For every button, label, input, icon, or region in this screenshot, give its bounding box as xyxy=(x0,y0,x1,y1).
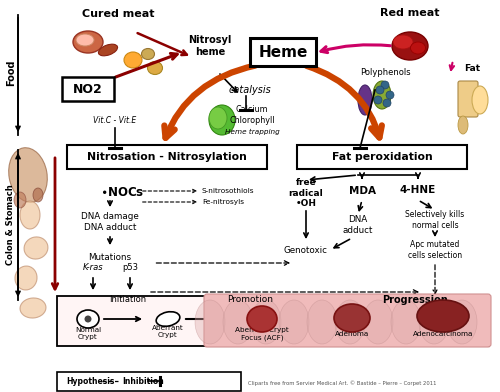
Text: DNA damage
DNA adduct: DNA damage DNA adduct xyxy=(81,212,139,232)
Text: Polyphenols: Polyphenols xyxy=(360,67,410,76)
Ellipse shape xyxy=(142,49,154,60)
Circle shape xyxy=(386,91,394,99)
Text: Cliparts free from Servier Medical Art. © Bastide – Pierre – Corpet 2011: Cliparts free from Servier Medical Art. … xyxy=(248,380,436,386)
Ellipse shape xyxy=(209,107,227,129)
Ellipse shape xyxy=(77,310,99,328)
Ellipse shape xyxy=(209,105,235,135)
Ellipse shape xyxy=(447,300,477,344)
Ellipse shape xyxy=(14,192,26,208)
Text: Fat peroxidation: Fat peroxidation xyxy=(332,152,432,162)
Text: 4-HNE: 4-HNE xyxy=(400,185,436,195)
Circle shape xyxy=(381,81,389,89)
FancyBboxPatch shape xyxy=(204,294,491,347)
Ellipse shape xyxy=(73,31,103,53)
Text: MDA: MDA xyxy=(348,186,376,196)
Text: Fat: Fat xyxy=(464,64,480,73)
Text: Food: Food xyxy=(6,60,16,86)
Text: Colon & Stomach: Colon & Stomach xyxy=(6,185,16,265)
Text: catalysis: catalysis xyxy=(228,85,272,95)
FancyBboxPatch shape xyxy=(57,296,489,346)
Circle shape xyxy=(84,316,91,323)
Text: DNA
adduct: DNA adduct xyxy=(343,215,373,235)
Text: Heme trapping: Heme trapping xyxy=(224,129,280,135)
Ellipse shape xyxy=(417,300,469,332)
Ellipse shape xyxy=(33,188,43,202)
Ellipse shape xyxy=(247,306,277,332)
Text: $\bullet$NOCs: $\bullet$NOCs xyxy=(100,185,144,198)
Circle shape xyxy=(374,96,382,104)
Text: p53: p53 xyxy=(122,263,138,272)
Ellipse shape xyxy=(24,237,48,259)
Ellipse shape xyxy=(20,201,40,229)
FancyBboxPatch shape xyxy=(62,77,114,101)
Text: Promotion: Promotion xyxy=(227,296,273,305)
Text: Aberrant
Crypt: Aberrant Crypt xyxy=(152,325,184,339)
Text: S-nitrosothiols: S-nitrosothiols xyxy=(202,188,254,194)
Text: Vit.C - Vit.E: Vit.C - Vit.E xyxy=(94,116,136,125)
Text: Apc mutated
cells selection: Apc mutated cells selection xyxy=(408,240,462,260)
Text: Cured meat: Cured meat xyxy=(82,9,154,19)
Ellipse shape xyxy=(8,148,48,202)
Text: Initiation: Initiation xyxy=(110,296,146,305)
Ellipse shape xyxy=(358,85,372,115)
FancyBboxPatch shape xyxy=(250,38,316,66)
Ellipse shape xyxy=(148,62,162,74)
Ellipse shape xyxy=(373,81,391,109)
Text: Progression: Progression xyxy=(382,295,448,305)
Text: Fe-nitrosyls: Fe-nitrosyls xyxy=(202,199,244,205)
Ellipse shape xyxy=(334,304,370,332)
Ellipse shape xyxy=(76,34,94,46)
Text: K-ras: K-ras xyxy=(82,263,103,272)
Text: Genotoxic: Genotoxic xyxy=(284,245,328,254)
Text: Inhibition: Inhibition xyxy=(122,376,164,385)
Text: Red meat: Red meat xyxy=(380,8,440,18)
Ellipse shape xyxy=(363,300,393,344)
Text: free
radical
•OH: free radical •OH xyxy=(288,178,324,208)
Text: Nitrosation - Nitrosylation: Nitrosation - Nitrosylation xyxy=(87,152,247,162)
Ellipse shape xyxy=(458,116,468,134)
Ellipse shape xyxy=(307,300,337,344)
Ellipse shape xyxy=(20,298,46,318)
Text: Nitrosyl
heme: Nitrosyl heme xyxy=(188,35,232,57)
FancyBboxPatch shape xyxy=(297,145,467,169)
Ellipse shape xyxy=(410,42,426,54)
Ellipse shape xyxy=(251,300,281,344)
Text: Aberrant Crypt
Focus (ACF): Aberrant Crypt Focus (ACF) xyxy=(235,327,289,341)
Text: Adenocarcinoma: Adenocarcinoma xyxy=(413,331,473,337)
Ellipse shape xyxy=(419,300,449,344)
Ellipse shape xyxy=(472,86,488,114)
FancyBboxPatch shape xyxy=(458,81,478,117)
Ellipse shape xyxy=(392,32,428,60)
Ellipse shape xyxy=(279,300,309,344)
Text: Calcium
Chlorophyll: Calcium Chlorophyll xyxy=(229,105,275,125)
Ellipse shape xyxy=(391,300,421,344)
FancyBboxPatch shape xyxy=(57,372,241,391)
Text: Normal
Crypt: Normal Crypt xyxy=(75,327,101,339)
Text: Adenoma: Adenoma xyxy=(335,331,369,337)
Text: Heme: Heme xyxy=(258,45,308,60)
Ellipse shape xyxy=(156,312,180,326)
Ellipse shape xyxy=(335,300,365,344)
Circle shape xyxy=(376,86,384,94)
Text: Mutations: Mutations xyxy=(88,254,132,263)
Ellipse shape xyxy=(124,52,142,68)
Ellipse shape xyxy=(15,266,37,290)
FancyBboxPatch shape xyxy=(67,145,267,169)
Ellipse shape xyxy=(393,35,413,49)
Ellipse shape xyxy=(223,300,253,344)
Text: Selectively kills
normal cells: Selectively kills normal cells xyxy=(406,210,464,230)
Ellipse shape xyxy=(98,44,117,56)
Text: NO2: NO2 xyxy=(73,82,103,96)
Text: Hypothesis: Hypothesis xyxy=(66,376,114,385)
Circle shape xyxy=(383,99,391,107)
Ellipse shape xyxy=(195,300,225,344)
